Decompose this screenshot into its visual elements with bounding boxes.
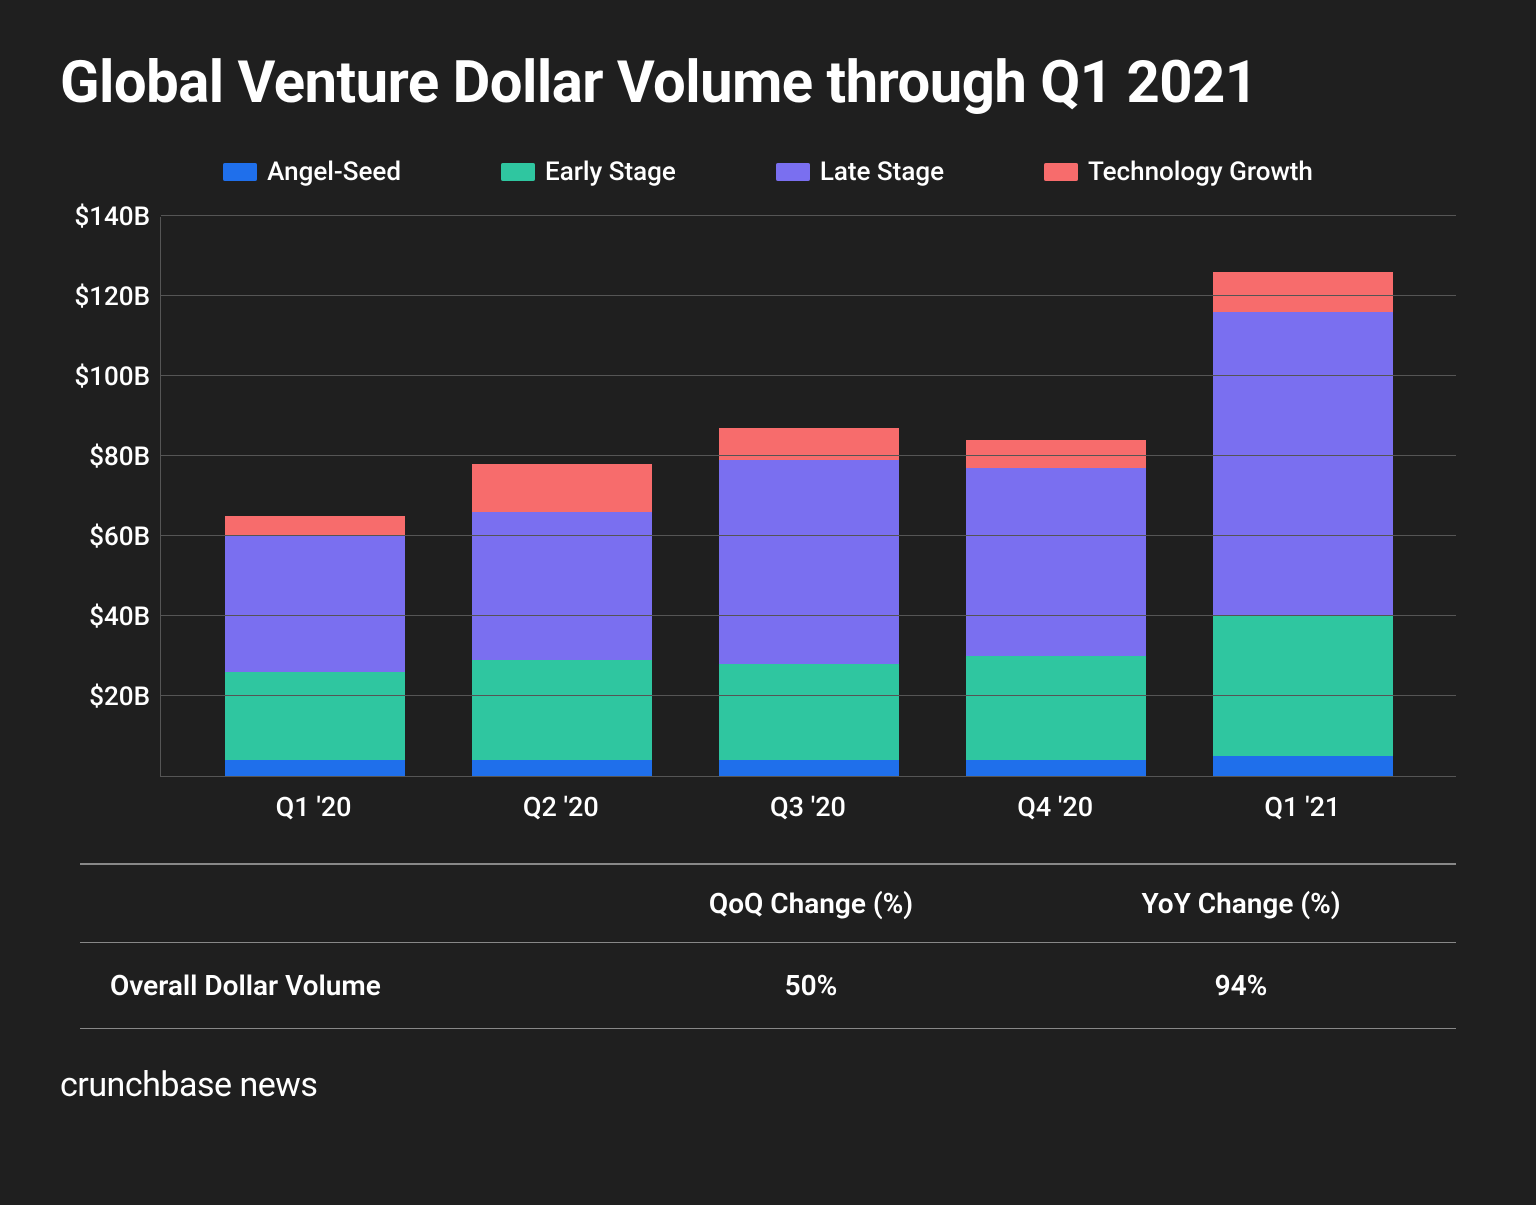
gridline	[161, 615, 1456, 616]
summary-row-qoq: 50%	[596, 969, 1026, 1002]
bars-container	[161, 217, 1456, 776]
bar-segment-angel_seed	[719, 760, 899, 776]
summary-table: QoQ Change (%) YoY Change (%) Overall Do…	[80, 863, 1456, 1029]
bar-segment-late_stage	[966, 468, 1146, 656]
legend-item: Late Stage	[776, 157, 944, 187]
y-tick-label: $60B	[60, 522, 150, 552]
gridline	[161, 455, 1456, 456]
bar-segment-angel_seed	[225, 760, 405, 776]
bar-segment-late_stage	[719, 460, 899, 664]
bar-segment-early_stage	[719, 664, 899, 760]
chart-title: Global Venture Dollar Volume through Q1 …	[60, 50, 1476, 117]
legend-label: Angel-Seed	[267, 157, 401, 187]
legend-swatch	[776, 163, 810, 181]
x-tick-label: Q4 '20	[965, 791, 1145, 823]
bar-segment-early_stage	[966, 656, 1146, 760]
bar-segment-late_stage	[1213, 312, 1393, 616]
bar-segment-angel_seed	[1213, 756, 1393, 776]
legend: Angel-Seed Early Stage Late Stage Technolog…	[60, 157, 1476, 187]
y-axis: $20B$40B$60B$80B$100B$120B$140B	[60, 217, 150, 777]
bar-segment-tech_growth	[1213, 272, 1393, 312]
y-tick-label: $120B	[60, 282, 150, 312]
gridline	[161, 535, 1456, 536]
bar-segment-angel_seed	[966, 760, 1146, 776]
bar-column	[966, 440, 1146, 776]
y-tick-label: $140B	[60, 202, 150, 232]
legend-label: Technology Growth	[1088, 157, 1313, 187]
legend-label: Late Stage	[820, 157, 944, 187]
gridline	[161, 695, 1456, 696]
gridline	[161, 215, 1456, 216]
legend-item: Angel-Seed	[223, 157, 401, 187]
y-tick-label: $80B	[60, 442, 150, 472]
summary-data-row: Overall Dollar Volume 50% 94%	[80, 943, 1456, 1029]
bar-segment-late_stage	[225, 536, 405, 672]
legend-label: Early Stage	[545, 157, 676, 187]
x-tick-label: Q3 '20	[718, 791, 898, 823]
bar-segment-tech_growth	[472, 464, 652, 512]
x-tick-label: Q1 '21	[1212, 791, 1392, 823]
summary-header-row: QoQ Change (%) YoY Change (%)	[80, 863, 1456, 943]
y-tick-label: $100B	[60, 362, 150, 392]
bar-segment-angel_seed	[472, 760, 652, 776]
legend-swatch	[223, 163, 257, 181]
legend-item: Technology Growth	[1044, 157, 1313, 187]
bar-segment-early_stage	[472, 660, 652, 760]
summary-row-yoy: 94%	[1026, 969, 1456, 1002]
x-tick-label: Q1 '20	[224, 791, 404, 823]
legend-item: Early Stage	[501, 157, 676, 187]
bar-segment-early_stage	[1213, 616, 1393, 756]
summary-row-label: Overall Dollar Volume	[80, 969, 596, 1002]
summary-header-qoq: QoQ Change (%)	[596, 887, 1026, 920]
gridline	[161, 375, 1456, 376]
legend-swatch	[501, 163, 535, 181]
summary-header-yoy: YoY Change (%)	[1026, 887, 1456, 920]
footer-attribution: crunchbase news	[60, 1065, 1476, 1105]
bar-column	[225, 516, 405, 776]
x-axis-labels: Q1 '20 Q2 '20 Q3 '20 Q4 '20 Q1 '21	[160, 777, 1456, 823]
bar-column	[1213, 272, 1393, 776]
bar-segment-early_stage	[225, 672, 405, 760]
chart-plot-area: $20B$40B$60B$80B$100B$120B$140B	[160, 217, 1456, 777]
bar-column	[472, 464, 652, 776]
bar-segment-tech_growth	[225, 516, 405, 536]
x-tick-label: Q2 '20	[471, 791, 651, 823]
y-tick-label: $40B	[60, 602, 150, 632]
y-tick-label: $20B	[60, 682, 150, 712]
bar-segment-tech_growth	[966, 440, 1146, 468]
gridline	[161, 295, 1456, 296]
legend-swatch	[1044, 163, 1078, 181]
plot	[160, 217, 1456, 777]
bar-column	[719, 428, 899, 776]
